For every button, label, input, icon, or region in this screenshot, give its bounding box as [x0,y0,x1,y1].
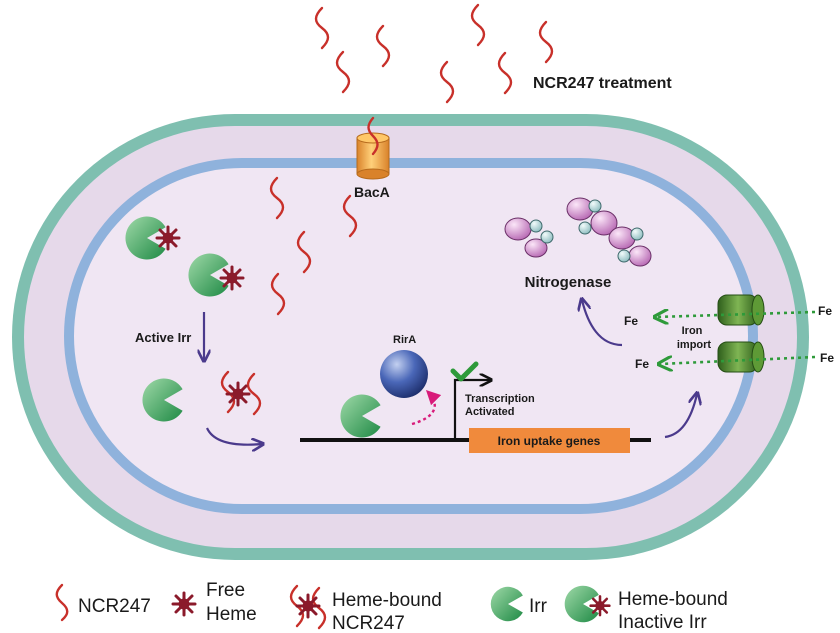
legend-heme-irr-icon [564,585,611,623]
nitrogenase-cluster [504,217,554,258]
nitrogenase-label: Nitrogenase [525,274,612,291]
legend-ncr247-icon [55,583,69,622]
legend-heme-ncr247-icon [289,584,327,630]
baca-label: BacA [354,184,390,200]
transcription-label-2: Activated [465,406,515,418]
extracellular-ncr247 [314,3,554,104]
promoter-arrow [453,380,490,440]
fe-inner-bottom: Fe [635,357,649,371]
iron-import-channel [717,341,765,373]
legend-heme-irr-label-2: Inactive Irr [618,612,707,633]
cytoplasm [74,168,748,504]
genes-to-import-arrow [664,394,697,439]
legend-heme-ncr247-label: Heme-bound [332,590,442,611]
fe-outer-top: Fe [818,304,832,318]
legend-heme-ncr247-label-2: NCR247 [332,613,405,633]
check-icon [450,361,479,382]
irr-to-dna-arrow [205,427,262,445]
legend-irr-icon [490,586,523,622]
legend-free-heme-label-2: Heme [206,604,257,625]
legend-free-heme-label: Free [206,580,245,601]
legend-heme-irr-label: Heme-bound [618,589,728,610]
legend-ncr247-label: NCR247 [78,596,151,617]
nitrogenase-cluster [608,226,652,267]
rira-label: RirA [393,334,416,346]
legend-free-heme-icon [171,591,197,617]
nitrogenase-cluster [566,197,618,236]
rira-release-arrow [411,389,442,426]
iron-import-label-2: import [677,339,712,351]
legend: NCR247 Free Heme Heme-bound NCR247 Irr H… [55,580,728,633]
treatment-label: NCR247 treatment [533,75,672,92]
iron-uptake-genes-label: Iron uptake genes [498,434,601,448]
active-irr-label: Active Irr [135,330,191,345]
fe-import-arrow-top [656,312,816,317]
rira-repressor [380,350,428,398]
legend-irr-label: Irr [529,596,548,617]
iron-to-nitrogenase-arrow [582,300,623,347]
fe-outer-bottom: Fe [820,351,834,365]
iron-import-channel [717,294,765,326]
baca-transporter [356,116,390,180]
iron-import-label: Iron [682,325,703,337]
fe-import-arrow-bottom [660,357,816,364]
transcription-label: Transcription [465,393,535,405]
fe-inner-top: Fe [624,314,638,328]
iron-uptake-genes-box [469,428,630,453]
